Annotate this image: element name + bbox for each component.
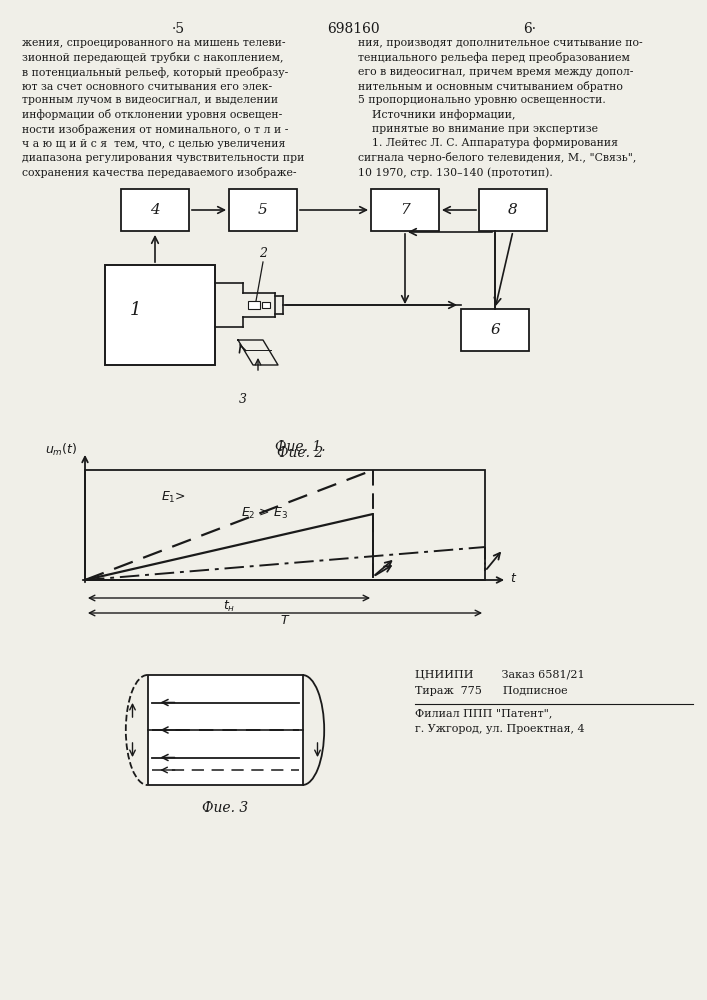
Bar <box>105 265 215 365</box>
Bar <box>121 189 189 231</box>
Text: $u_m(t)$: $u_m(t)$ <box>45 442 77 458</box>
Text: $E_2$ > $E_3$: $E_2$ > $E_3$ <box>242 506 288 521</box>
Text: 5: 5 <box>258 203 268 217</box>
Text: г. Ужгород, ул. Проектная, 4: г. Ужгород, ул. Проектная, 4 <box>415 724 585 734</box>
Text: жения, спроецированного на мишень телеви-
зионной передающей трубки с накопление: жения, спроецированного на мишень телеви… <box>22 38 305 178</box>
Bar <box>148 675 303 785</box>
Text: 4: 4 <box>150 203 160 217</box>
Bar <box>461 309 529 351</box>
Text: 3: 3 <box>239 393 247 406</box>
Bar <box>479 189 547 231</box>
Text: 6: 6 <box>490 323 500 337</box>
Text: Филиал ППП "Патент",: Филиал ППП "Патент", <box>415 708 552 718</box>
Bar <box>85 470 485 580</box>
Text: Фие. 2: Фие. 2 <box>277 446 323 460</box>
Text: ЦНИИПИ        Заказ 6581/21: ЦНИИПИ Заказ 6581/21 <box>415 670 585 680</box>
Bar <box>229 189 297 231</box>
Text: ния, производят дополнительное считывание по-
тенциального рельефа перед преобра: ния, производят дополнительное считывани… <box>358 38 643 178</box>
Text: 1: 1 <box>129 301 141 319</box>
Text: Фие. 1.: Фие. 1. <box>275 440 325 454</box>
Bar <box>262 302 270 308</box>
Text: $t_н$: $t_н$ <box>223 599 235 614</box>
Text: 2: 2 <box>259 247 267 260</box>
Text: Тираж  775      Подписное: Тираж 775 Подписное <box>415 686 568 696</box>
Text: 698160: 698160 <box>327 22 380 36</box>
Text: Фие. 3: Фие. 3 <box>202 801 248 815</box>
Text: $E_1$>: $E_1$> <box>160 490 185 505</box>
Text: ·5: ·5 <box>171 22 185 36</box>
Text: 7: 7 <box>400 203 410 217</box>
Text: $T$: $T$ <box>280 614 291 627</box>
Bar <box>371 189 439 231</box>
Bar <box>248 301 260 309</box>
Text: 8: 8 <box>508 203 518 217</box>
Text: 6·: 6· <box>523 22 537 36</box>
Text: $t$: $t$ <box>510 572 518 584</box>
